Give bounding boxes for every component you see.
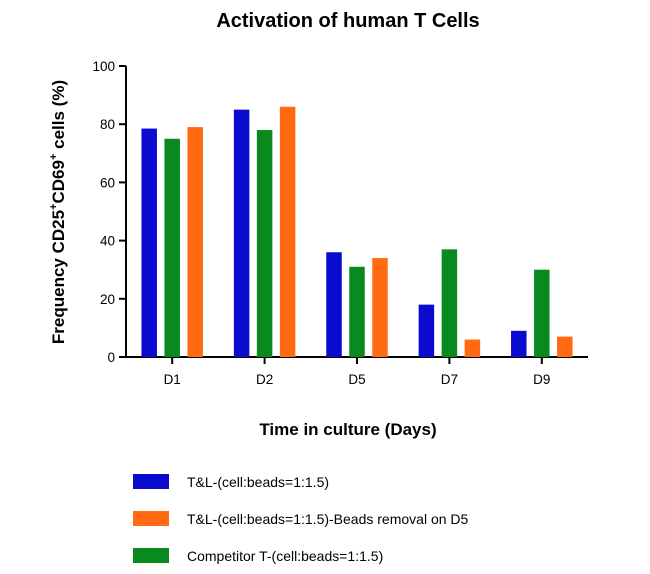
x-tick-label: D7 (441, 372, 458, 387)
x-tick-label: D2 (256, 372, 273, 387)
y-tick-label: 20 (100, 292, 115, 307)
bar-d7-series-3 (464, 339, 481, 357)
bar-d5-series-1 (326, 252, 342, 357)
y-axis-label-group: Frequency CD25+CD69+ cells (%) (48, 80, 68, 344)
y-tick-label: 60 (100, 175, 115, 190)
y-tick-label: 0 (107, 350, 115, 365)
y-axis-label-part: Frequency CD25 (49, 210, 68, 344)
bar-d5-series-3 (372, 258, 388, 357)
bar-d9-series-1 (511, 330, 527, 357)
plot-area: 0 20 40 60 80 100 D1 D2 D5 D7 D9 (92, 59, 588, 387)
y-axis-label-part: cells (%) (49, 80, 68, 154)
x-axis-label: Time in culture (Days) (259, 420, 436, 439)
legend: T&L-(cell:beads=1:1.5) T&L-(cell:beads=1:… (133, 474, 469, 564)
bar-d1-series-1 (141, 128, 157, 357)
x-tick-label: D5 (348, 372, 365, 387)
bar-d1-series-2 (164, 138, 180, 357)
y-axis-label-superscript: + (48, 154, 60, 160)
legend-label: T&L-(cell:beads=1:1.5) (187, 474, 329, 490)
x-tick-label: D9 (533, 372, 550, 387)
bar-d5-series-2 (349, 266, 365, 357)
legend-swatch (133, 548, 169, 563)
y-axis-label-superscript: + (48, 204, 60, 210)
bar-d7-series-1 (418, 304, 435, 357)
y-axis-label-part: CD69 (49, 160, 68, 203)
bar-d2-series-1 (233, 109, 250, 358)
legend-label: T&L-(cell:beads=1:1.5)-Beads removal on … (187, 511, 469, 527)
legend-swatch (133, 511, 169, 526)
y-tick-label: 40 (100, 234, 115, 249)
y-tick-label: 80 (100, 117, 115, 132)
bar-d1-series-3 (187, 127, 203, 357)
bar-d2-series-3 (279, 106, 296, 358)
bar-d9-series-2 (534, 269, 550, 357)
legend-label: Competitor T-(cell:beads=1:1.5) (187, 548, 383, 564)
x-tick-label: D1 (164, 372, 181, 387)
legend-swatch (133, 474, 169, 489)
bar-d7-series-2 (441, 249, 458, 357)
chart-title: Activation of human T Cells (216, 10, 479, 32)
bar-d2-series-2 (256, 130, 273, 357)
y-axis-label: Frequency CD25+CD69+ cells (%) (48, 80, 68, 344)
y-tick-label: 100 (92, 59, 115, 74)
bar-d9-series-3 (557, 336, 573, 357)
